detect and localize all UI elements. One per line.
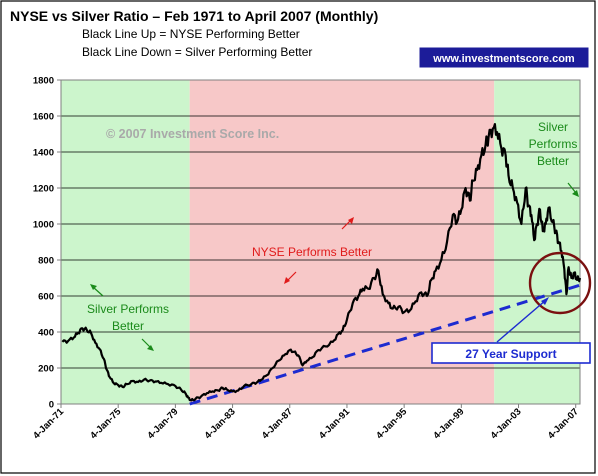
y-tick-label-6: 1200: [33, 184, 54, 195]
brand-text: www.investmentscore.com: [432, 53, 575, 65]
arrow-center-down: [284, 271, 297, 284]
arrow-center-up: [341, 217, 354, 230]
band-0: [61, 80, 190, 404]
annotation-left-line-2: Better: [112, 319, 144, 333]
y-tick-labels: 0 200 400 600 800 1000 1200 1400 1600 1800: [33, 76, 54, 411]
arrow-left-up: [90, 284, 104, 297]
brand-box: [418, 46, 590, 69]
annotation-right-line-2: Performs: [529, 137, 578, 151]
arrow-right-down: [567, 182, 579, 197]
y-tick-label-4: 800: [38, 256, 54, 267]
support-label: 27 Year Support: [465, 347, 556, 361]
y-tick-label-3: 600: [38, 292, 54, 303]
annotation-left-line-1: Silver Performs: [87, 302, 169, 316]
arrow-left-down: [141, 338, 154, 351]
plot-border: [60, 79, 581, 405]
annotation-right-line-1: Silver: [538, 120, 568, 134]
support-pointer-head: [541, 297, 549, 305]
chart-title: NYSE vs Silver Ratio – Feb 1971 to April…: [10, 8, 378, 24]
y-tick-label-7: 1400: [33, 148, 54, 159]
subtitle-line-1: Black Line Up = NYSE Performing Better: [82, 27, 300, 41]
annotation-right-line-3: Better: [537, 154, 569, 168]
y-tick-label-1: 200: [38, 364, 54, 375]
annotation-center: NYSE Performs Better: [252, 245, 372, 259]
y-tick-label-5: 1000: [33, 220, 54, 231]
support-pointer: [496, 299, 547, 343]
y-tick-label-8: 1600: [33, 112, 54, 123]
highlight-circle: [528, 251, 592, 315]
y-tick-label-0: 0: [49, 400, 54, 411]
y-tick-label-2: 400: [38, 328, 54, 339]
support-label-box: [431, 342, 591, 364]
copyright-text: © 2007 Investment Score Inc.: [106, 127, 279, 141]
support-line: [189, 283, 581, 406]
y-tick-label-9: 1800: [33, 76, 54, 87]
series-line: [61, 123, 582, 402]
subtitle-line-2: Black Line Down = Silver Performing Bett…: [82, 45, 312, 59]
